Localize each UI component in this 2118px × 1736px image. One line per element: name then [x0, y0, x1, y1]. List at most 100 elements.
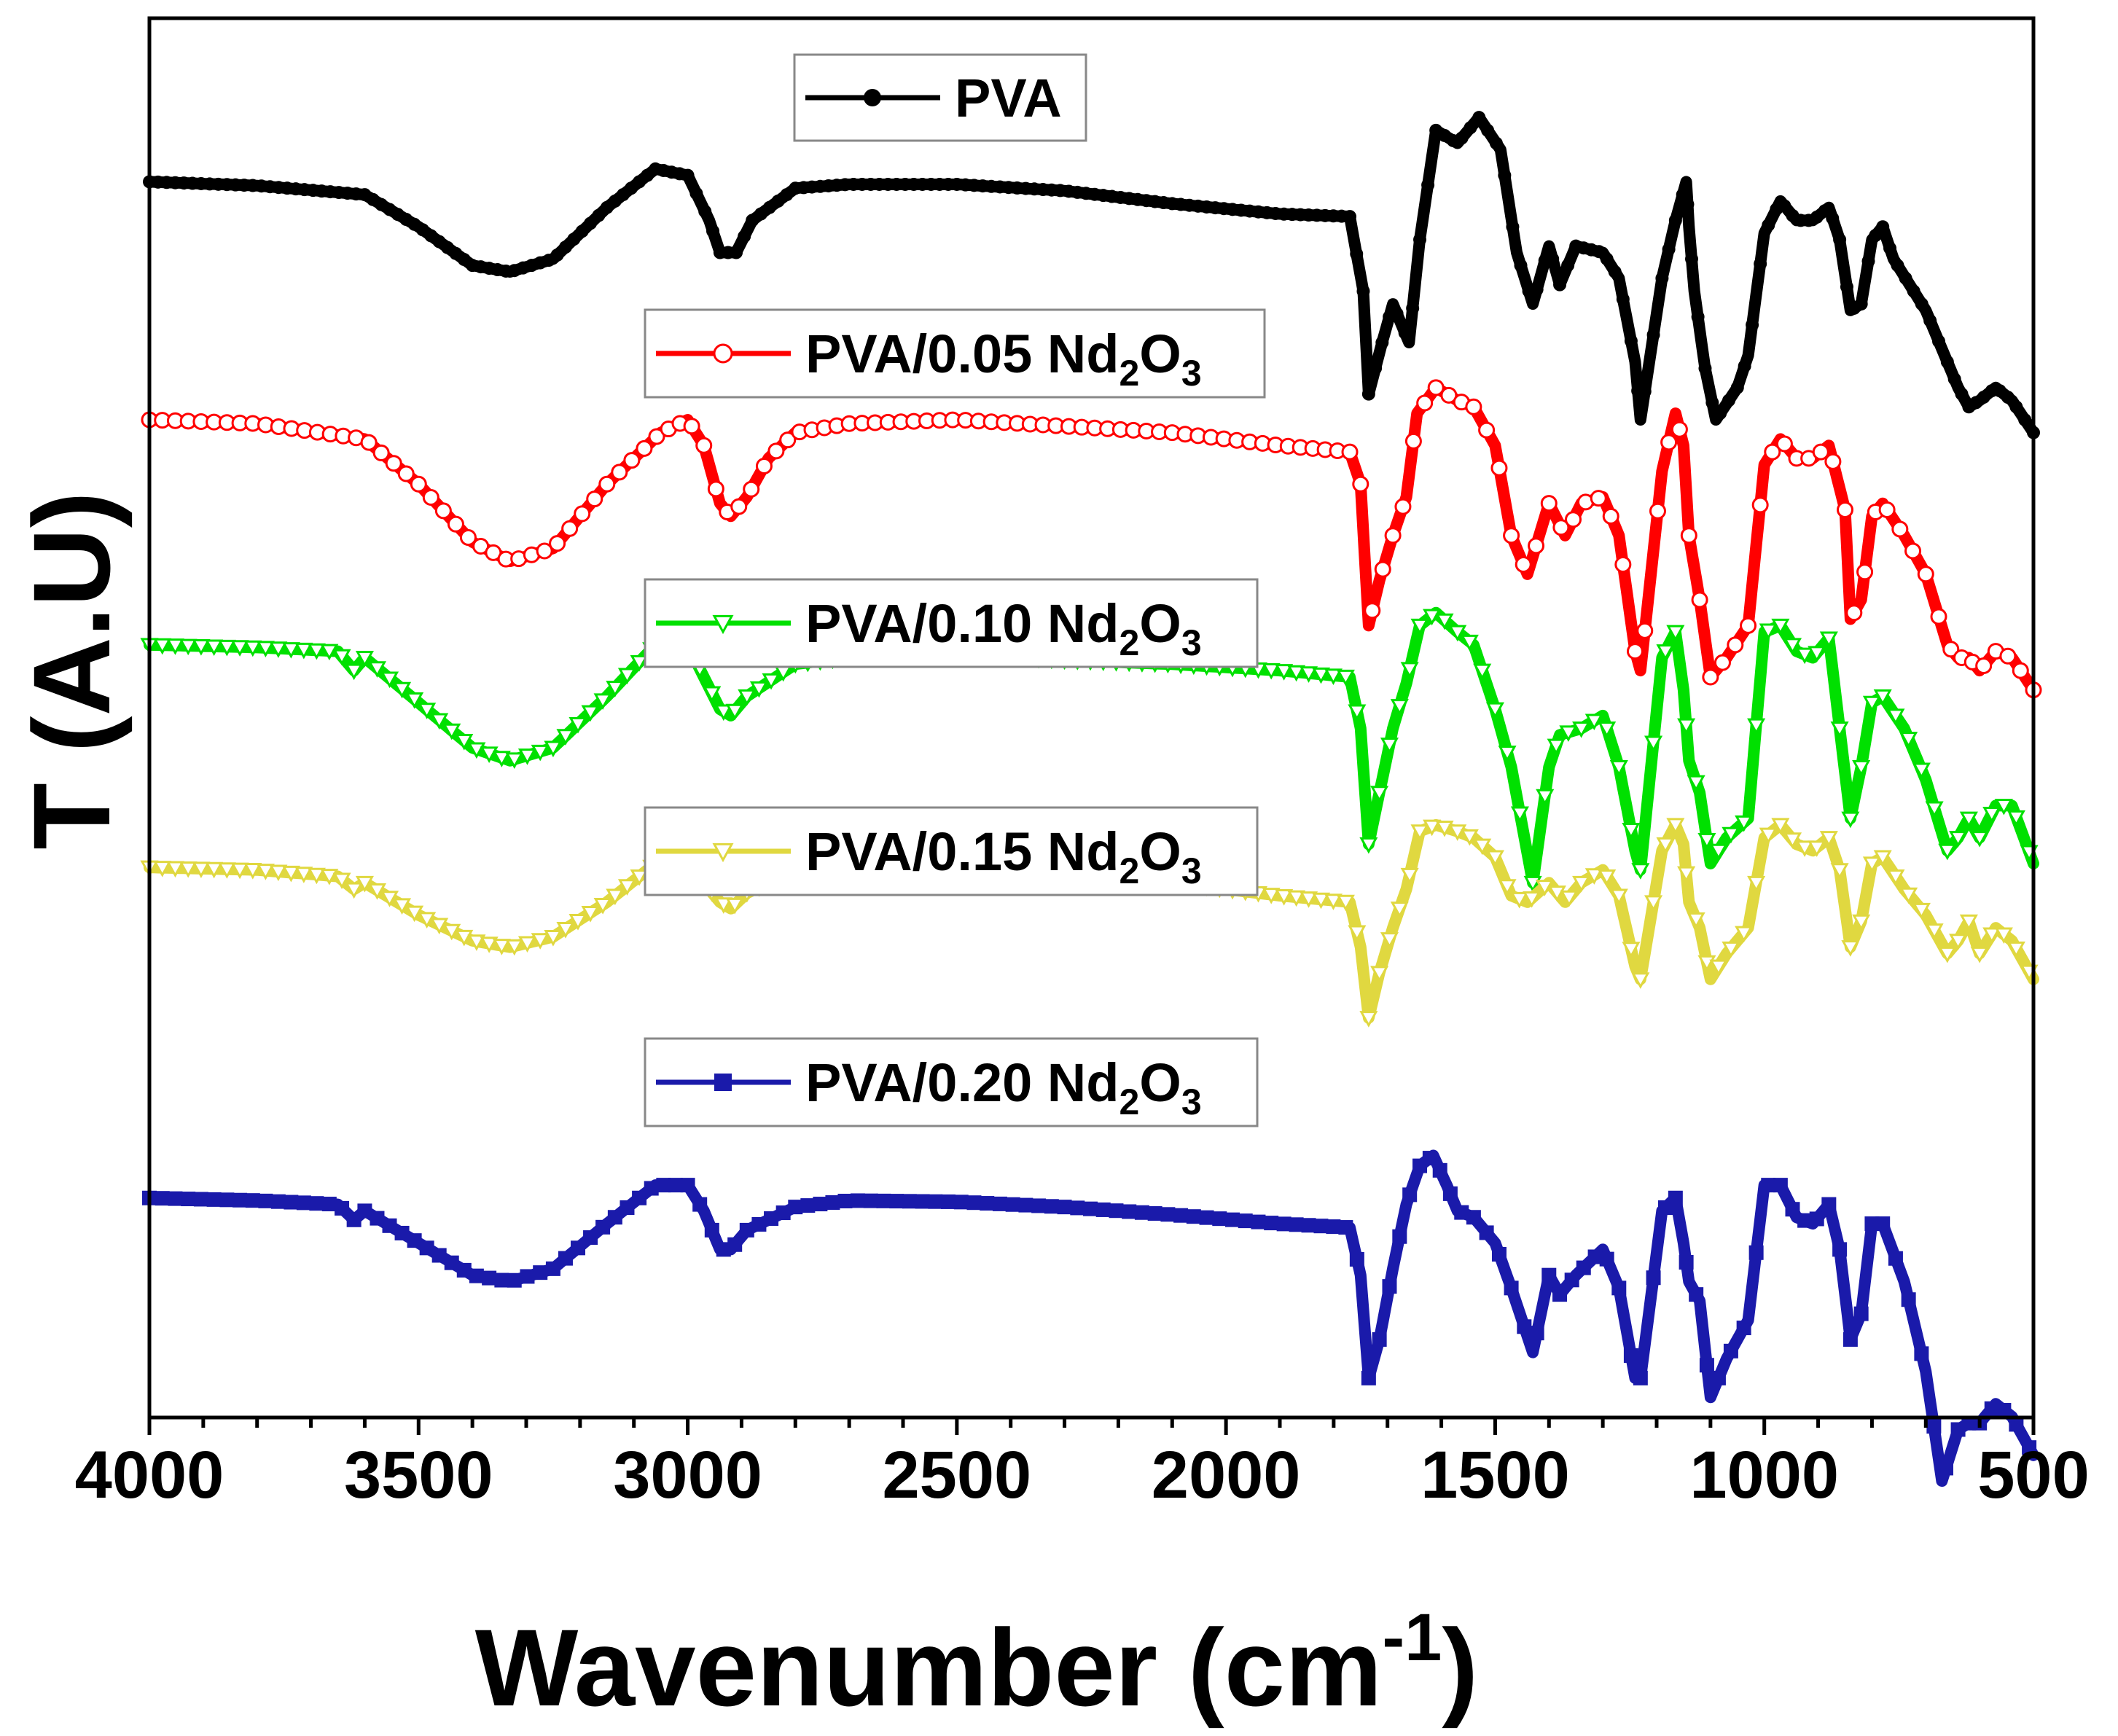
data-point	[1481, 123, 1495, 137]
data-point	[1460, 634, 1479, 652]
data-point	[1841, 811, 1860, 829]
x-axis-title-main: Wavenumber (cm	[475, 1606, 1383, 1729]
data-point	[1691, 591, 1708, 609]
data-point	[1262, 888, 1281, 904]
data-point	[751, 1216, 767, 1232]
data-point	[1783, 832, 1802, 849]
legend-label-sub2: 3	[1181, 1082, 1202, 1122]
data-point	[1926, 1419, 1942, 1434]
data-point	[243, 863, 262, 880]
data-point	[617, 668, 637, 685]
data-point	[1655, 271, 1669, 285]
data-point	[482, 1270, 497, 1286]
data-point	[1018, 1197, 1033, 1213]
data-point	[1907, 284, 1920, 298]
data-point	[1914, 1346, 1929, 1361]
data-point	[1348, 925, 1367, 942]
data-point	[1771, 618, 1790, 636]
data-point	[1454, 1205, 1469, 1220]
data-point	[2009, 1417, 2024, 1432]
data-point	[531, 744, 550, 762]
data-point	[632, 1190, 647, 1205]
data-point	[1676, 188, 1689, 202]
data-point	[430, 918, 449, 935]
data-point	[165, 861, 185, 878]
data-point	[606, 681, 625, 697]
data-point	[1644, 735, 1663, 753]
series-0	[143, 111, 2040, 439]
data-point	[571, 1240, 586, 1256]
data-point	[1602, 507, 1619, 525]
data-point	[307, 867, 326, 885]
data-point	[1626, 643, 1644, 660]
data-point	[1925, 923, 1944, 940]
data-point	[668, 1178, 683, 1193]
data-point	[1826, 211, 1840, 225]
y-axis-title: T (A.U)	[10, 491, 133, 850]
data-point	[455, 929, 474, 947]
legend-label-sub2: 3	[1181, 353, 1202, 394]
data-point	[1999, 647, 2017, 665]
data-point	[544, 929, 563, 947]
data-point	[492, 939, 511, 955]
data-point	[1649, 502, 1666, 520]
data-point	[915, 1194, 930, 1209]
data-point	[1238, 1213, 1253, 1229]
data-point	[889, 1194, 904, 1209]
data-point	[1530, 283, 1544, 297]
data-point	[1832, 1242, 1848, 1257]
data-point	[332, 649, 351, 666]
data-point	[1455, 131, 1469, 145]
data-point	[1899, 887, 1918, 904]
data-point	[1584, 868, 1603, 885]
legend-label-tail: O	[1139, 821, 1181, 882]
legend-label-main: PVA/0.20 Nd	[805, 1052, 1119, 1113]
data-point	[1410, 824, 1429, 841]
data-point	[864, 89, 881, 106]
data-point	[1841, 940, 1860, 957]
legend-label-main: PVA/0.15 Nd	[805, 821, 1119, 882]
data-point	[245, 1193, 260, 1208]
data-point	[1899, 271, 1912, 285]
data-point	[256, 641, 275, 658]
data-point	[1491, 1246, 1507, 1262]
data-point	[1442, 1186, 1458, 1201]
data-point	[1891, 520, 1909, 538]
data-point	[459, 529, 477, 547]
data-point	[1837, 501, 1853, 518]
data-point	[1400, 662, 1419, 679]
legend-label-sub2: 3	[1181, 851, 1202, 891]
data-point	[1824, 453, 1842, 470]
data-point	[533, 1265, 548, 1281]
series-markers	[141, 379, 2042, 699]
data-point	[455, 734, 474, 751]
x-tick-label: 1000	[1689, 1438, 1839, 1512]
data-point	[1955, 387, 1969, 401]
data-point	[695, 437, 713, 454]
data-point	[393, 681, 412, 699]
data-point	[611, 464, 628, 481]
data-point	[648, 428, 665, 445]
data-point	[1465, 398, 1482, 415]
data-point	[1727, 636, 1744, 654]
data-point	[762, 673, 781, 690]
data-point	[1808, 840, 1826, 857]
data-point	[1940, 355, 1954, 369]
data-point	[1413, 232, 1427, 246]
data-point	[1633, 1370, 1648, 1385]
data-point	[1565, 511, 1582, 528]
data-point	[1005, 1197, 1020, 1212]
data-point	[1608, 265, 1622, 278]
data-point	[1631, 863, 1650, 880]
data-point	[469, 1268, 484, 1283]
data-point	[1275, 889, 1294, 906]
data-point	[1478, 421, 1496, 439]
data-point	[656, 1178, 671, 1193]
data-point	[1735, 815, 1754, 832]
data-point	[730, 498, 748, 515]
plot-border	[147, 16, 2036, 1420]
data-point	[1560, 890, 1579, 907]
data-point	[1336, 669, 1355, 687]
data-point	[1504, 1281, 1519, 1296]
data-point	[1044, 1199, 1059, 1214]
